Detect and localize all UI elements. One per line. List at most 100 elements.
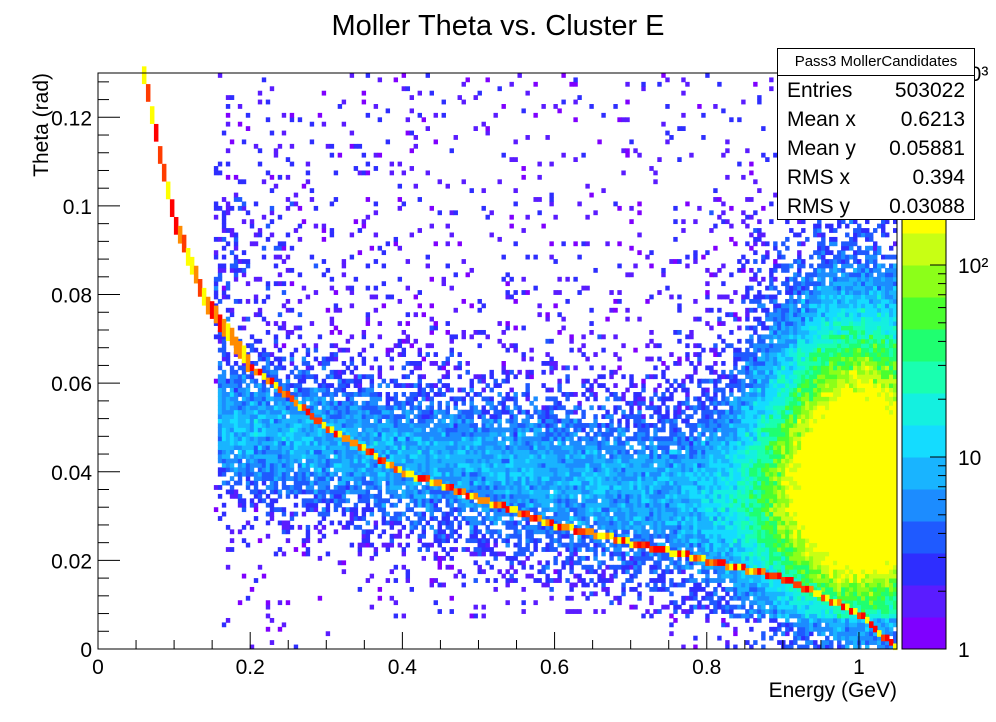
heatmap-cell bbox=[569, 498, 574, 504]
heatmap-cell bbox=[337, 347, 343, 353]
heatmap-cell bbox=[469, 414, 474, 419]
heatmap-cell bbox=[349, 400, 355, 406]
heatmap-cell bbox=[525, 502, 530, 508]
heatmap-cell bbox=[265, 423, 271, 428]
heatmap-cell bbox=[221, 369, 227, 375]
heatmap-cell bbox=[621, 409, 626, 415]
heatmap-cell bbox=[381, 409, 387, 415]
heatmap-cell bbox=[233, 236, 239, 242]
heatmap-cell bbox=[285, 267, 291, 273]
heatmap-cell bbox=[617, 427, 622, 433]
heatmap-cell bbox=[309, 400, 315, 406]
heatmap-cell bbox=[573, 117, 578, 123]
heatmap-cell bbox=[553, 507, 558, 513]
heatmap-cell bbox=[445, 476, 450, 482]
heatmap-cell bbox=[233, 467, 239, 473]
heatmap-cell bbox=[337, 405, 343, 411]
heatmap-cell bbox=[241, 462, 247, 468]
heatmap-cell bbox=[653, 387, 658, 393]
heatmap-cell bbox=[629, 219, 634, 225]
heatmap-cell bbox=[325, 361, 331, 366]
heatmap-cell bbox=[333, 374, 339, 380]
heatmap-cell bbox=[537, 436, 542, 442]
heatmap-cell bbox=[601, 471, 606, 477]
heatmap-cell bbox=[257, 489, 263, 495]
heatmap-cell bbox=[665, 378, 670, 384]
heatmap-cell bbox=[237, 259, 243, 264]
heatmap-cell bbox=[585, 214, 590, 220]
heatmap-cell bbox=[685, 493, 690, 499]
heatmap-cell bbox=[333, 471, 339, 477]
heatmap-cell bbox=[613, 383, 618, 388]
heatmap-cell bbox=[657, 480, 662, 486]
heatmap-cell bbox=[621, 516, 626, 521]
heatmap-cell bbox=[421, 418, 426, 424]
heatmap-cell bbox=[489, 369, 494, 375]
heatmap-cell bbox=[381, 462, 387, 468]
heatmap-cell bbox=[561, 423, 566, 428]
heatmap-cell bbox=[637, 485, 642, 490]
heatmap-cell bbox=[537, 409, 542, 415]
heatmap-cell bbox=[673, 219, 678, 225]
heatmap-cell bbox=[541, 414, 546, 419]
heatmap-cell bbox=[617, 449, 622, 455]
heatmap-cell bbox=[473, 467, 478, 473]
heatmap-cell bbox=[413, 489, 419, 495]
heatmap-cell bbox=[693, 458, 698, 464]
heatmap-cell bbox=[417, 352, 422, 357]
heatmap-cell bbox=[509, 294, 514, 300]
heatmap-cell bbox=[613, 462, 618, 468]
heatmap-cell bbox=[225, 524, 231, 530]
heatmap-cell bbox=[609, 418, 614, 424]
heatmap-cell bbox=[581, 241, 586, 247]
heatmap-cell bbox=[353, 449, 359, 455]
heatmap-cell bbox=[685, 547, 690, 552]
heatmap-cell bbox=[317, 334, 323, 340]
heatmap-cell bbox=[345, 400, 351, 406]
heatmap-cell bbox=[621, 533, 626, 539]
heatmap-cell bbox=[357, 387, 363, 393]
heatmap-cell bbox=[341, 383, 347, 388]
heatmap-cell bbox=[317, 538, 323, 544]
heatmap-cell bbox=[617, 600, 622, 606]
heatmap-cell bbox=[553, 569, 558, 575]
heatmap-cell bbox=[601, 609, 606, 614]
heatmap-cell bbox=[673, 516, 678, 521]
heatmap-cell bbox=[597, 520, 602, 526]
heatmap-cell bbox=[629, 604, 634, 610]
heatmap-cell bbox=[421, 498, 426, 504]
heatmap-cell bbox=[493, 467, 498, 473]
heatmap-cell bbox=[417, 489, 422, 495]
heatmap-cell bbox=[509, 445, 514, 451]
heatmap-cell bbox=[321, 471, 327, 477]
heatmap-cell bbox=[257, 356, 263, 362]
heatmap-cell bbox=[537, 502, 542, 508]
heatmap-cell bbox=[589, 427, 594, 433]
heatmap-cell bbox=[269, 418, 275, 424]
heatmap-cell bbox=[353, 445, 359, 451]
heatmap-cell bbox=[665, 396, 670, 402]
heatmap-cell bbox=[273, 427, 279, 433]
heatmap-cell bbox=[333, 303, 339, 309]
heatmap-cell bbox=[541, 524, 546, 530]
heatmap-cell bbox=[277, 445, 283, 451]
heatmap-cell bbox=[249, 374, 255, 380]
heatmap-cell bbox=[489, 564, 494, 570]
heatmap-cell bbox=[617, 356, 622, 362]
heatmap-cell bbox=[681, 511, 686, 517]
heatmap-cell bbox=[381, 250, 387, 256]
heatmap-cell bbox=[249, 586, 255, 592]
heatmap-cell bbox=[505, 471, 510, 477]
heatmap-cell bbox=[445, 440, 450, 446]
heatmap-cell bbox=[505, 290, 510, 295]
heatmap-cell bbox=[413, 498, 419, 504]
heatmap-cell bbox=[345, 405, 351, 411]
heatmap-cell bbox=[569, 81, 574, 87]
heatmap-cell bbox=[657, 476, 662, 482]
heatmap-cell bbox=[389, 502, 395, 508]
heatmap-cell bbox=[497, 383, 502, 388]
heatmap-cell bbox=[677, 524, 682, 530]
heatmap-cell bbox=[705, 498, 710, 504]
heatmap-cell bbox=[613, 551, 618, 557]
heatmap-cell bbox=[537, 467, 542, 473]
